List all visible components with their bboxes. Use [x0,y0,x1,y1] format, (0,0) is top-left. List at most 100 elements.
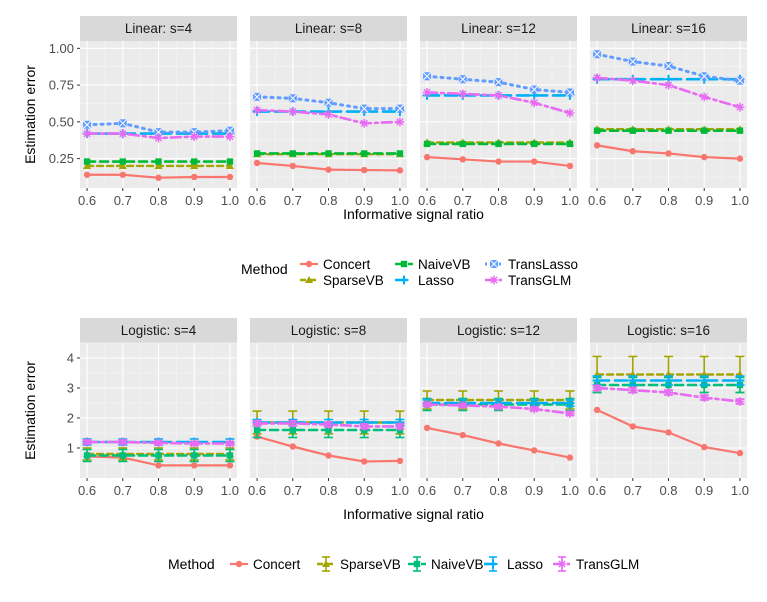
data-point [118,129,128,139]
chart-linear: Estimation error 0.25 0.50 0.75 1.00 Linear: … [22,16,749,222]
data-point [289,162,296,170]
data-point [253,159,261,167]
chart-logistic: Estimation error 1 2 3 4 Logistic: s=4 0.6 0.7 0… [22,318,749,522]
legend-item-transglm: TransGLM [553,556,639,572]
box-cross-b [735,76,745,86]
strip-label: Logistic: s=12 [457,323,540,338]
box-cross-b [118,118,128,128]
asterisk-stroke-3 [119,129,127,138]
box-cross-b [422,71,432,81]
asterisk-stroke-3 [593,384,601,392]
asterisk-stroke-3 [324,110,333,119]
y-tick-label: 0.75 [49,78,74,93]
box-cross-b [529,85,539,94]
concert-point-shape [701,443,708,451]
x-tick-label: 1.0 [221,193,239,208]
data-point [154,438,163,448]
data-point [628,376,638,385]
data-point [736,127,744,134]
concert-point-shape [325,166,332,173]
legend-label: NaiveVB [418,257,471,272]
data-point [154,161,163,169]
data-point [735,397,745,406]
y-axis-title: Estimation error [22,361,38,460]
asterisk-stroke-3 [154,439,163,447]
data-point [361,166,368,174]
y-tick-label: 0.25 [49,151,74,166]
x-axis-title: Informative signal ratio [343,206,484,222]
data-point [288,418,298,428]
data-point [191,452,198,459]
data-point [118,161,127,169]
data-point [83,158,91,165]
asterisk-stroke-3 [664,388,673,397]
series-concert [423,153,574,170]
asterisk-stroke-3 [289,107,297,116]
data-point [226,173,234,181]
asterisk-stroke-3 [423,400,431,409]
y-tick-label: 1 [67,441,74,456]
box-cross-b [494,77,503,87]
concert-point-shape [629,148,636,155]
legend-label: Lasso [507,557,543,572]
square-shape [413,560,421,568]
square-shape [423,140,431,148]
data-point [395,104,405,113]
box-cross-b [489,259,499,269]
data-point [628,57,638,66]
strip-background [590,318,747,343]
concert-point-shape [191,173,198,181]
square-shape [155,452,162,459]
square-shape [226,158,234,165]
legend-key-marker [489,275,499,285]
data-point [566,140,574,148]
series-concert [593,406,744,457]
concert-point-shape [629,423,636,430]
data-point [593,127,601,134]
panel-1: Linear: s=4 0.6 0.7 0.8 0.9 1.0 [78,16,239,208]
x-tick-label: 0.9 [695,483,713,498]
data-point [664,80,673,90]
legend-item-lasso: Lasso [395,273,454,288]
y-tick-label: 1.00 [49,41,74,56]
data-point [699,376,709,385]
concert-point-shape [566,162,574,170]
square-shape [396,150,404,157]
data-point [593,142,601,149]
square-shape [155,158,162,165]
asterisk-stroke-3 [629,77,637,85]
concert-point-shape [289,443,296,450]
data-point [190,161,199,169]
data-point [82,129,92,139]
data-point [325,426,332,434]
series-transglm [82,437,235,448]
data-point [118,118,128,128]
data-point [531,158,538,165]
x-tick-label: 0.6 [78,193,96,208]
x-tick-label: 1.0 [221,483,239,498]
concert-point-shape [531,447,538,454]
data-point [289,150,296,157]
data-point [458,400,468,410]
data-point [458,74,468,84]
x-tick-label: 0.9 [525,193,543,208]
legend-key-marker [557,559,567,569]
data-point [252,105,262,115]
legend-item-naivevb: NaiveVB [395,257,471,272]
data-point [422,71,432,81]
strip-label: Linear: s=16 [631,21,706,36]
series-transglm [592,383,745,406]
x-tick-label: 0.9 [355,193,373,208]
legend-label: SparseVB [340,557,401,572]
series-translasso [422,71,575,97]
asterisk-stroke-3 [530,405,538,413]
legend-key-marker [305,276,313,283]
series-lasso [592,375,745,386]
data-point [629,423,636,430]
y-tick-label: 2 [67,411,74,426]
concert-point-shape [119,171,126,178]
data-point [118,437,128,447]
concert-point-shape [701,153,708,161]
data-point [396,167,404,174]
x-tick-label: 0.8 [149,193,167,208]
